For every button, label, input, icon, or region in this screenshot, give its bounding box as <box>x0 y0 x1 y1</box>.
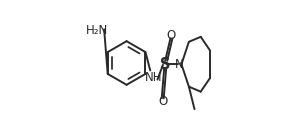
Text: H₂N: H₂N <box>86 24 108 37</box>
Text: NH: NH <box>145 71 163 84</box>
Text: O: O <box>158 94 167 107</box>
Text: N: N <box>175 58 184 71</box>
Text: O: O <box>167 29 176 42</box>
Text: S: S <box>160 57 171 72</box>
